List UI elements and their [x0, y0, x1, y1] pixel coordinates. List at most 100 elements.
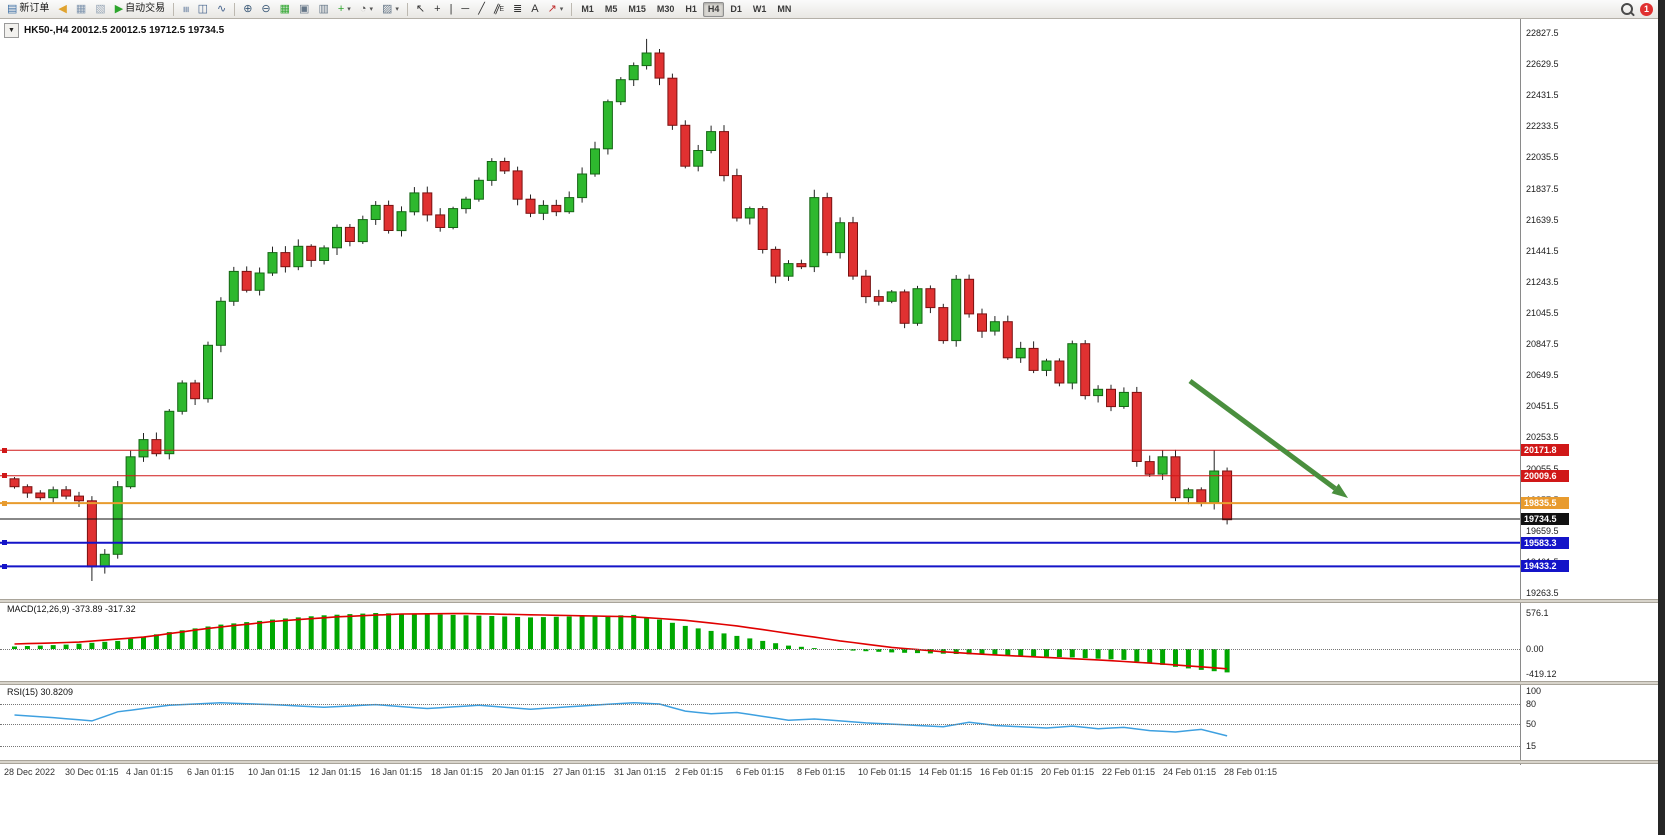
time-axis-label: 28 Dec 2022	[4, 767, 56, 777]
line-handle[interactable]	[2, 540, 7, 546]
price-axis-label: 21045.5	[1526, 308, 1559, 318]
chart-list-dropdown[interactable]: ▼	[4, 23, 19, 38]
tile-windows-button[interactable]: ▣	[295, 1, 313, 17]
caret-down-icon: ▾	[347, 5, 351, 13]
price-axis-label: 20649.5	[1526, 370, 1559, 381]
autotrading-button[interactable]: ▶ 自动交易	[111, 1, 169, 17]
price-tag: 19433.2	[1521, 560, 1569, 573]
toolbar-separator	[406, 2, 408, 16]
autotrading-icon: ▶	[114, 2, 124, 15]
fibonacci-button[interactable]: ≣	[509, 1, 526, 17]
zoom-out-button[interactable]: ⊖	[257, 1, 274, 17]
vertical-line-button[interactable]: |	[446, 1, 457, 17]
print-button[interactable]: ▦	[72, 1, 90, 17]
time-axis-label: 12 Jan 01:15	[309, 767, 362, 777]
pane-splitter[interactable]	[0, 681, 1658, 685]
zoom-in-button[interactable]: ⊕	[239, 1, 256, 17]
line-chart-mode-button[interactable]: ∿	[213, 1, 230, 17]
search-button[interactable]	[1617, 1, 1637, 17]
bar-chart-mode-button[interactable]: ≡	[178, 1, 192, 17]
templates-icon: ▨	[381, 2, 393, 15]
price-tag: 20009.6	[1521, 469, 1569, 482]
cursor-button[interactable]: ↖	[412, 1, 429, 17]
indicators-icon: +	[337, 2, 345, 15]
time-axis-label: 4 Jan 01:15	[126, 767, 174, 777]
price-axis-label: 20055.5	[1526, 463, 1559, 474]
price-axis-label: 21837.5	[1526, 183, 1559, 194]
arrows-tool-button[interactable]: ↗ ▾	[544, 1, 568, 17]
candlestick-mode-button[interactable]: ◫	[194, 1, 212, 17]
bar-chart-mode-icon: ≡	[179, 5, 192, 13]
time-axis-label: 18 Jan 01:15	[431, 767, 484, 777]
toolbar-separator	[571, 2, 573, 16]
timeframe-button-W1[interactable]: W1	[748, 2, 772, 17]
chart-canvas[interactable]	[0, 19, 1658, 835]
crosshair-button[interactable]: +	[430, 1, 444, 17]
caret-down-icon: ▾	[395, 5, 399, 13]
rsi-axis-label: 80	[1526, 699, 1537, 709]
auto-arrange-button[interactable]: ▦	[276, 1, 294, 17]
price-axis-border	[1520, 19, 1521, 765]
toolbar-separator	[173, 2, 175, 16]
line-handle[interactable]	[2, 563, 7, 569]
print-preview-button[interactable]: ▧	[91, 1, 109, 17]
line-handle[interactable]	[2, 500, 7, 506]
sound-alert-button[interactable]: ◀	[54, 1, 70, 17]
price-tag: 19583.3	[1521, 536, 1569, 549]
zoom-out-icon: ⊖	[261, 2, 271, 15]
auto-arrange-icon: ▦	[279, 2, 291, 15]
line-handle[interactable]	[2, 473, 7, 479]
timeframe-button-M1[interactable]: M1	[576, 2, 599, 17]
macd-indicator-label: MACD(12,26,9) -373.89 -317.32	[7, 604, 136, 614]
time-axis-label: 6 Feb 01:15	[736, 767, 785, 777]
fibonacci-icon: ≣	[513, 2, 523, 15]
cascade-windows-icon: ▥	[318, 2, 329, 15]
cursor-icon: ↖	[415, 2, 426, 15]
sound-alert-icon: ◀	[58, 2, 67, 15]
macd-axis-label: -419.12	[1526, 669, 1557, 679]
time-axis-label: 28 Feb 01:15	[1224, 767, 1278, 777]
price-tag: 19734.5	[1521, 512, 1569, 525]
text-tool-button[interactable]: A	[527, 1, 542, 17]
equidistant-channel-button[interactable]: ∥ E	[490, 1, 508, 17]
price-axis-label: 21441.5	[1526, 245, 1559, 256]
chart-title-row: ▼ HK50-,H4 20012.5 20012.5 19712.5 19734…	[4, 23, 224, 38]
indicators-button[interactable]: + ▾	[334, 1, 355, 17]
cascade-windows-button[interactable]: ▥	[314, 1, 332, 17]
print-icon: ▦	[75, 2, 87, 15]
toolbar: ▤ 新订单 ◀ ▦ ▧ ▶ 自动交易 ≡ ◫ ∿ ⊕ ⊖ ▦ ▣ ▥ + ▾ ◔ ▾ ▨ ▾ ↖ + | ─ ╱ ∥ E ≣ A ↗ ▾ M1 M…	[0, 0, 1658, 19]
window-edge	[1658, 0, 1665, 835]
caret-down-icon: ▾	[559, 5, 564, 13]
time-axis-label: 2 Feb 01:15	[675, 767, 724, 777]
price-axis-label: 20451.5	[1526, 401, 1559, 412]
periods-icon: ◔	[359, 2, 367, 15]
pane-splitter[interactable]	[0, 599, 1658, 603]
equidistant-channel-sub-label: E	[499, 5, 505, 13]
periods-button[interactable]: ◔ ▾	[356, 1, 377, 17]
macd-axis-label: 576.1	[1526, 608, 1549, 618]
line-handle[interactable]	[2, 447, 7, 453]
time-axis-label: 6 Jan 01:15	[187, 767, 235, 777]
candlestick-mode-icon: ◫	[197, 2, 208, 15]
timeframe-button-M30[interactable]: M30	[652, 2, 680, 17]
rsi-axis-label: 100	[1526, 686, 1542, 696]
new-order-button[interactable]: ▤ 新订单	[3, 1, 53, 17]
horizontal-line-button[interactable]: ─	[457, 1, 473, 17]
timeframe-button-M15[interactable]: M15	[623, 2, 651, 17]
timeframe-button-D1[interactable]: D1	[725, 2, 747, 17]
pane-splitter[interactable]	[0, 760, 1658, 764]
timeframe-button-H4[interactable]: H4	[702, 1, 725, 17]
rsi-level-line	[0, 723, 1520, 725]
timeframe-button-M5[interactable]: M5	[600, 2, 623, 17]
notification-badge[interactable]: 1	[1640, 2, 1653, 16]
trendline-button[interactable]: ╱	[474, 1, 489, 17]
timeframe-button-MN[interactable]: MN	[772, 2, 796, 17]
caret-down-icon: ▾	[369, 5, 373, 13]
timeframe-button-H1[interactable]: H1	[680, 2, 702, 17]
time-axis-label: 20 Jan 01:15	[492, 767, 545, 777]
time-axis-label: 10 Feb 01:15	[858, 767, 912, 777]
price-tag: 19835.5	[1521, 497, 1569, 510]
macd-zero-line	[0, 649, 1520, 650]
templates-button[interactable]: ▨ ▾	[378, 1, 403, 17]
